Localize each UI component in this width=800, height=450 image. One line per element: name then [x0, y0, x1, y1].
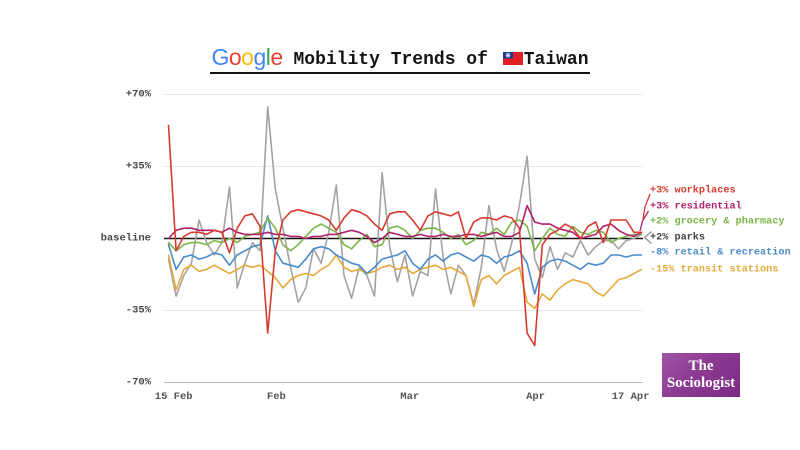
legend-item-retail-recreation: -8% retail & recreation	[650, 247, 791, 259]
page-title: Google Mobility Trends of Taiwan	[0, 44, 800, 74]
title-underline: Google Mobility Trends of Taiwan	[210, 44, 590, 74]
leader-parks	[643, 231, 652, 244]
x-axis-label: Apr	[526, 391, 545, 403]
x-axis-label: Mar	[400, 391, 420, 403]
sociologist-badge[interactable]: The Sociologist	[662, 353, 740, 397]
series-line-grocery-pharmacy	[167, 217, 643, 252]
legend-item-grocery-pharmacy: +2% grocery & pharmacy	[650, 216, 785, 228]
google-letter: o	[228, 44, 242, 70]
series-line-workplaces	[167, 124, 643, 347]
leader-workplaces	[642, 193, 651, 220]
google-letter: G	[211, 44, 229, 70]
title-region: Taiwan	[523, 50, 589, 70]
leader-residential	[639, 210, 650, 232]
series-line-parks	[167, 106, 643, 306]
legend-item-transit-stations: -15% transit stations	[650, 264, 779, 275]
title-main: Mobility Trends of	[282, 50, 499, 70]
series-line-residential	[167, 204, 643, 244]
title-text: Mobility Trends of Taiwan	[282, 50, 589, 70]
badge-line1: The	[688, 357, 714, 374]
google-letter: e	[270, 44, 283, 70]
y-axis-label: +70%	[125, 88, 151, 100]
x-axis-label: 15 Feb	[154, 391, 193, 403]
legend-item-workplaces: +3% workplaces	[650, 185, 736, 197]
taiwan-flag-icon	[502, 52, 523, 65]
y-axis-label: baseline	[100, 232, 151, 244]
x-axis-label: 17 Apr	[611, 391, 650, 403]
google-letter: o	[241, 44, 254, 70]
y-axis-label: +35%	[125, 160, 151, 172]
google-letter: l	[265, 44, 271, 70]
legend-item-residential: +3% residential	[650, 201, 742, 212]
series-line-retail-recreation	[167, 215, 643, 295]
legend-item-parks: +2% parks	[650, 232, 706, 243]
google-letter: g	[253, 44, 266, 70]
series-line-transit-stations	[167, 254, 643, 310]
y-axis-label: -35%	[125, 304, 151, 316]
x-axis-label: Feb	[266, 391, 286, 403]
badge-line2: Sociologist	[666, 375, 736, 391]
y-axis-label: -70%	[125, 376, 151, 388]
google-logo-wordmark: Google	[211, 44, 283, 70]
